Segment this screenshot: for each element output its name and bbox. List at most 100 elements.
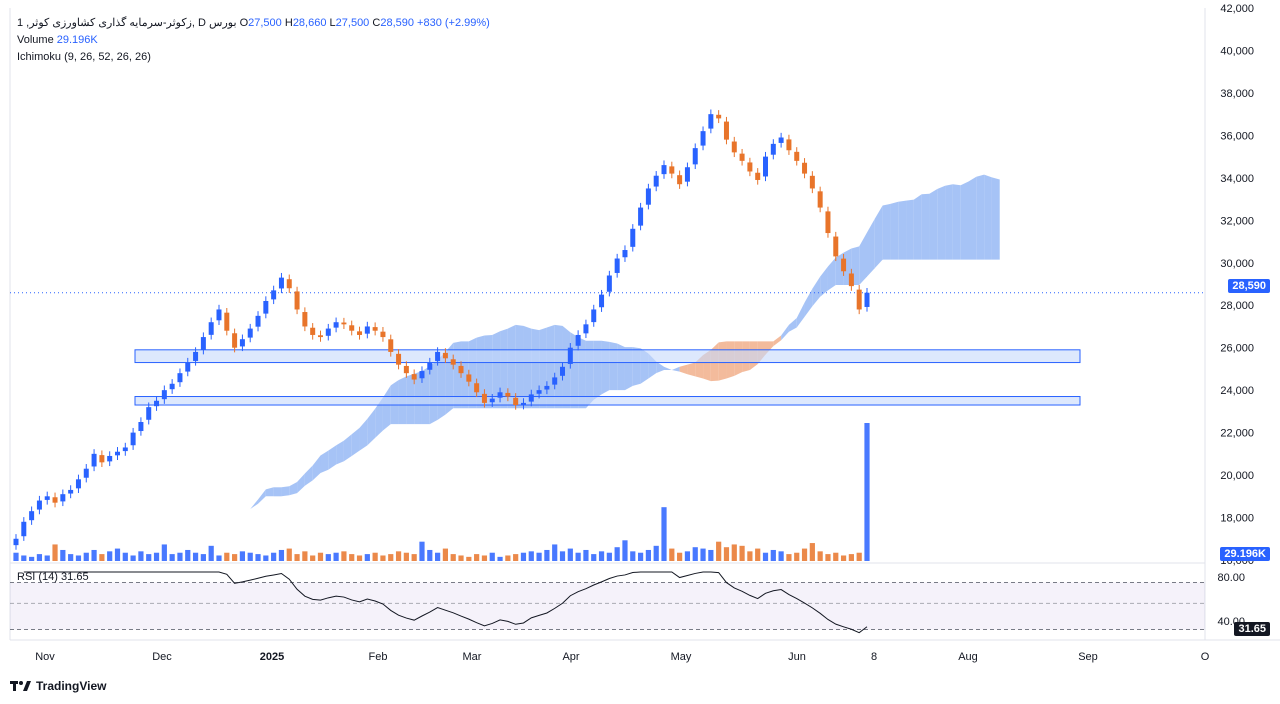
volume-bar (434, 552, 441, 561)
volume-bar (403, 552, 409, 561)
volume-legend: Volume 29.196K (17, 33, 98, 47)
volume-bar (263, 555, 269, 561)
volume-tag: 29.196K (1220, 547, 1270, 561)
volume-bar (68, 554, 74, 561)
ichimoku-cloud-segment (820, 266, 828, 297)
volume-bar (21, 555, 27, 561)
ichimoku-cloud-segment (609, 341, 618, 391)
candle-body (68, 489, 74, 494)
volume-bar (419, 541, 425, 561)
ichimoku-cloud-segment (429, 359, 438, 425)
candle-body (458, 365, 464, 374)
candle-body (583, 324, 589, 334)
ichimoku-cloud-segment (351, 427, 360, 456)
ichimoku-legend: Ichimoku (9, 26, 52, 26, 26) (17, 50, 151, 64)
ichimoku-cloud-segment (796, 302, 805, 328)
volume-bar (731, 544, 737, 561)
candle-body (91, 453, 97, 467)
candle-body (224, 312, 230, 331)
time-tick-label: Sep (1078, 651, 1098, 663)
volume-bar (778, 551, 784, 561)
volume-bar (747, 551, 753, 561)
volume-bar (528, 551, 534, 561)
volume-bar (122, 552, 128, 561)
candle-body (396, 353, 402, 365)
candle-body (317, 335, 323, 338)
candle-body (638, 207, 644, 226)
volume-bar (356, 555, 363, 561)
ichimoku-cloud-segment (515, 324, 524, 409)
candle-body (177, 373, 183, 383)
volume-bar (840, 555, 847, 561)
ichimoku-cloud-segment (874, 205, 883, 269)
tradingview-logo[interactable]: TradingView (10, 679, 106, 693)
candle-body (403, 365, 409, 374)
candle-body (513, 397, 519, 406)
ichimoku-cloud-segment (500, 328, 508, 409)
time-tick-label: Aug (958, 651, 978, 663)
candle-body (411, 374, 417, 380)
candle-body (419, 371, 425, 379)
open-label: O (239, 17, 249, 29)
volume-bar (372, 552, 378, 561)
ichimoku-cloud-segment (382, 385, 391, 431)
ichimoku-cloud-segment (984, 174, 992, 260)
volume-bar (29, 556, 35, 561)
volume-bar (310, 555, 316, 561)
candle-body (763, 156, 769, 177)
candle-body (146, 407, 152, 420)
time-tick-label: 8 (871, 651, 877, 663)
price-tick-label: 24,000 (1220, 385, 1254, 397)
ichimoku-cloud-segment (234, 514, 243, 517)
ichimoku-cloud-segment (804, 288, 813, 317)
candle-body (599, 294, 605, 308)
candle-body (497, 392, 503, 398)
candle-body (677, 175, 683, 185)
volume-bar (380, 555, 386, 561)
ichimoku-cloud-segment (952, 184, 961, 260)
ichimoku-cloud-segment (375, 397, 383, 438)
open-value: 27,500 (248, 17, 282, 29)
volume-bar (294, 554, 300, 561)
volume-bar (153, 552, 160, 561)
ichimoku-cloud-segment (991, 177, 1000, 260)
candle-body (333, 322, 339, 328)
ichimoku-cloud-segment (187, 530, 196, 539)
volume-bar (271, 552, 277, 561)
time-tick-label: Nov (35, 651, 55, 663)
volume-bar (653, 545, 659, 561)
candle-body (75, 479, 81, 489)
volume-bar (677, 552, 683, 561)
ichimoku-cloud-segment (273, 487, 282, 497)
volume-bar (255, 554, 261, 561)
volume-bar (99, 554, 105, 561)
candle-body (848, 273, 854, 287)
candle-body (833, 236, 839, 257)
volume-bar (567, 548, 573, 561)
candle-body (263, 300, 269, 314)
candle-body (13, 538, 19, 546)
ichimoku-cloud-segment (867, 218, 875, 277)
candle-body (302, 312, 308, 327)
candle-body (278, 277, 284, 289)
volume-bar (669, 548, 675, 561)
rsi-line (23, 571, 868, 634)
volume-bar (349, 554, 355, 561)
volume-bar (505, 555, 511, 561)
ichimoku-cloud-segment (898, 200, 907, 260)
volume-bar (637, 552, 644, 561)
volume-bar (458, 555, 464, 561)
candle-body (286, 279, 292, 289)
price-tick-label: 26,000 (1220, 343, 1254, 355)
support-zone (134, 396, 1081, 406)
candle-body (544, 385, 550, 390)
ichimoku-cloud-segment (312, 455, 321, 481)
volume-bar (809, 543, 815, 561)
volume-bar (317, 552, 324, 561)
ichimoku-cloud-segment (906, 199, 914, 260)
candle-body (450, 359, 456, 365)
candle-body (841, 258, 847, 272)
candle-body (193, 351, 199, 361)
price-tick-label: 22,000 (1220, 428, 1254, 440)
